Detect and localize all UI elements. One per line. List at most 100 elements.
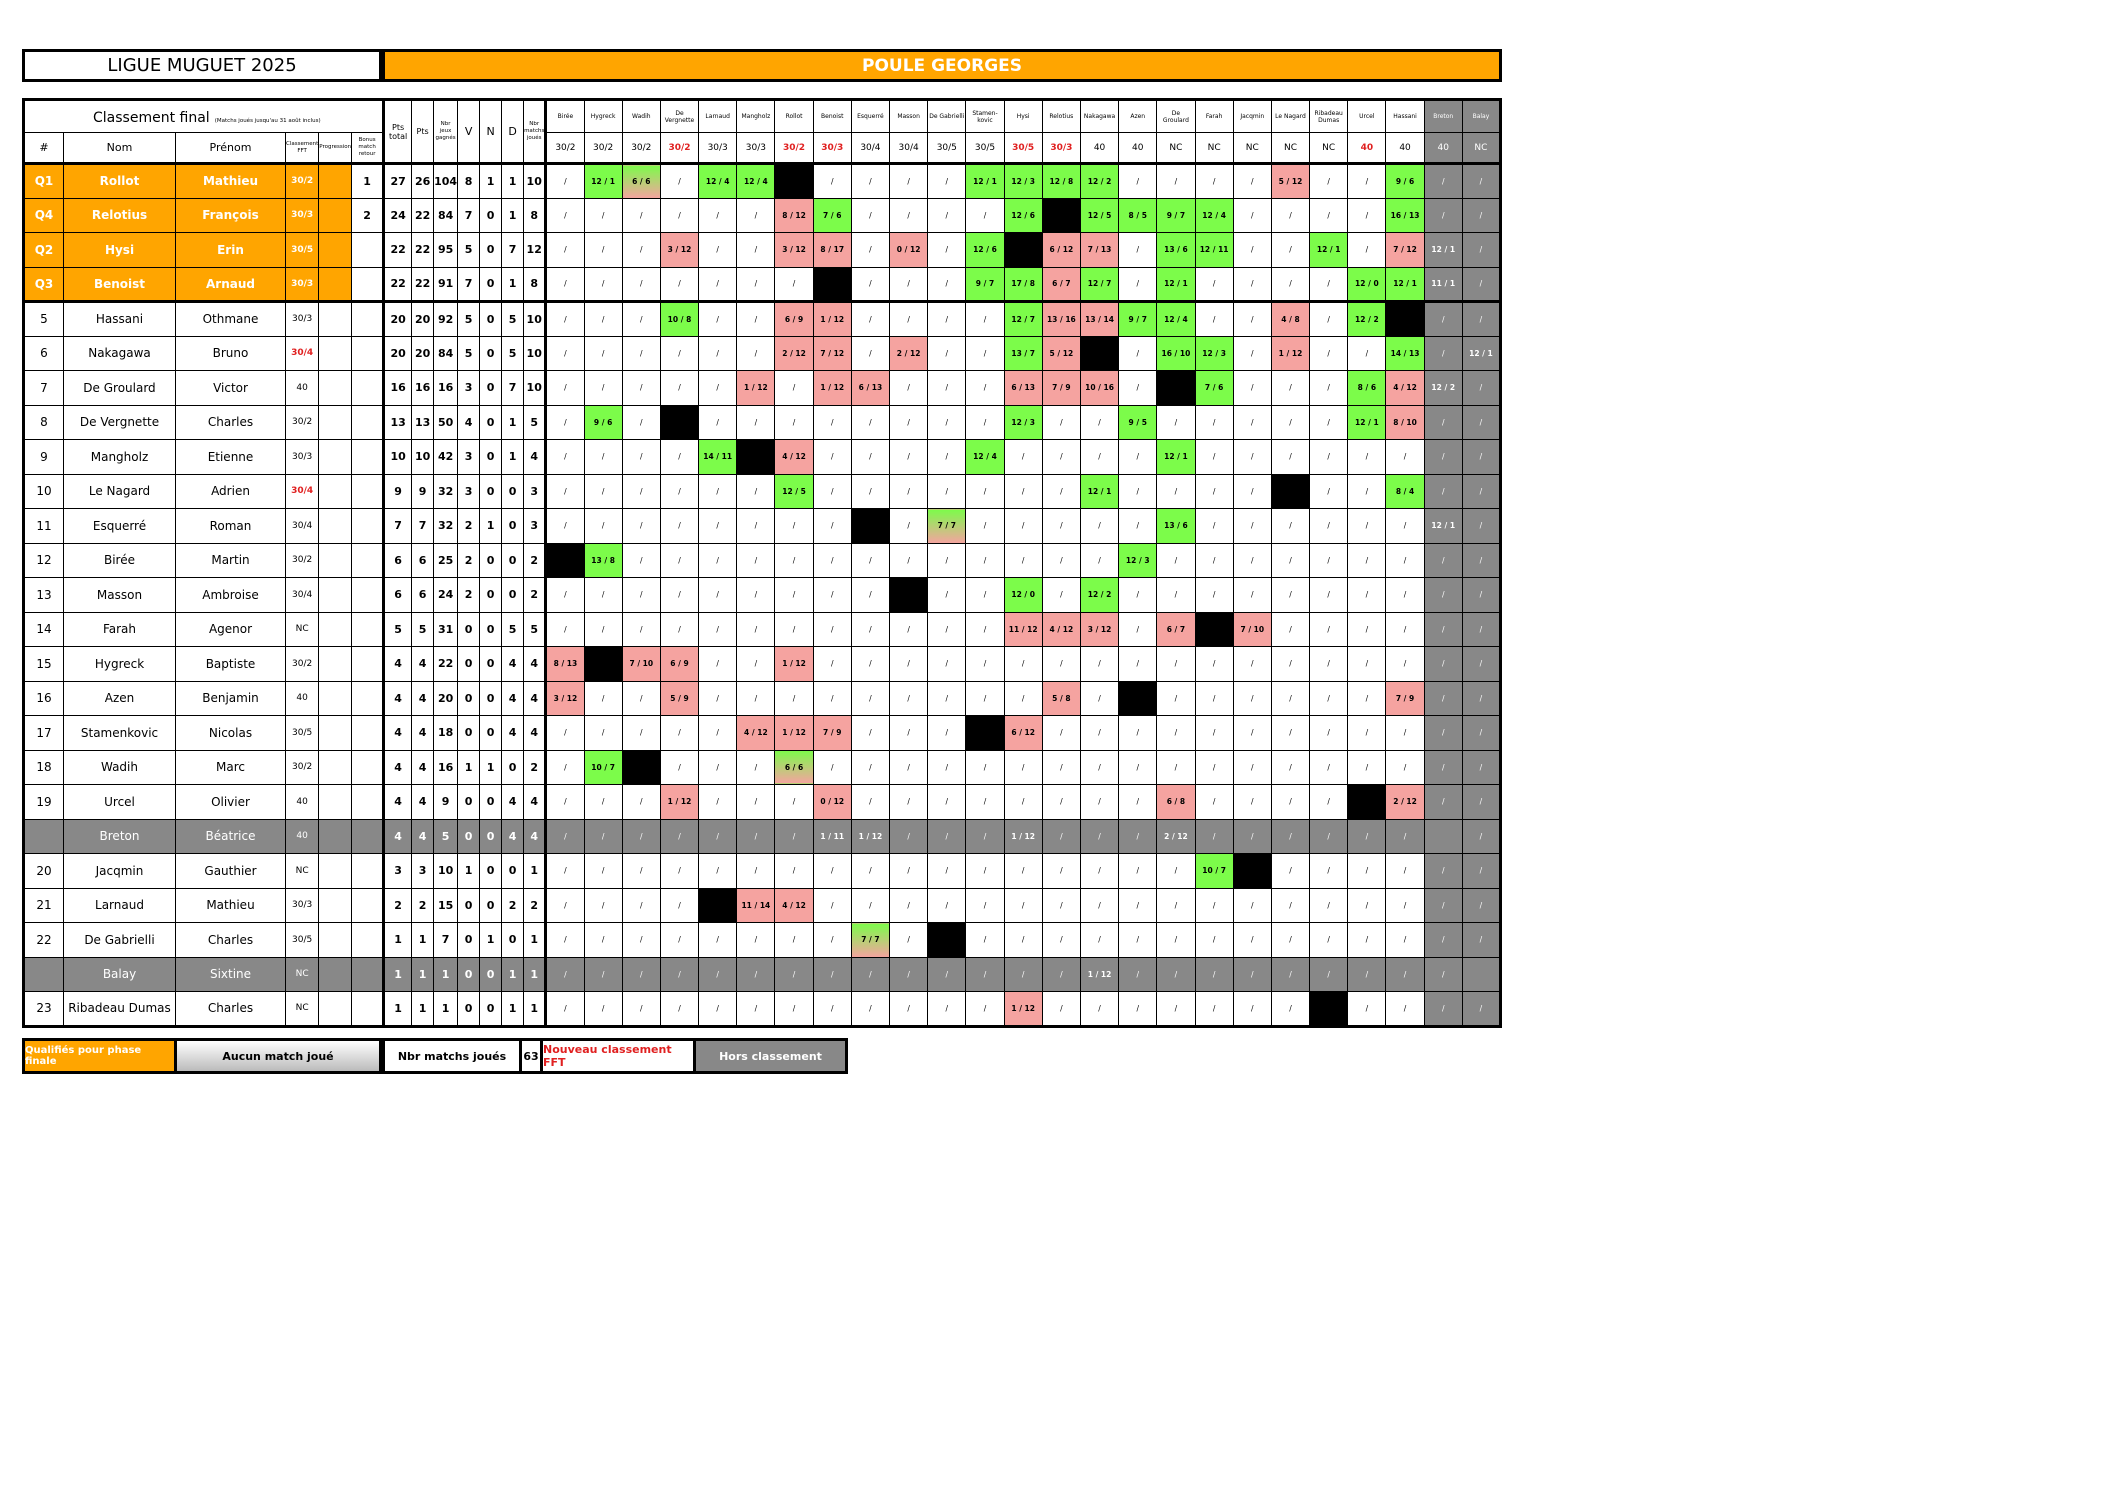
player-bonus: [351, 922, 385, 958]
player-bonus: [351, 611, 385, 647]
match-score: /: [1098, 521, 1101, 531]
match-score: /: [869, 555, 872, 565]
match-result-cell: 7 / 10: [621, 646, 661, 682]
standings-row: Breton Béatrice 40 4 4 5 0 0 4 4// / / / //1 / 11 1 / …: [23, 818, 1502, 854]
match-score: /: [1174, 555, 1178, 565]
match-score: /: [1479, 866, 1483, 876]
match-result-cell: /: [1461, 370, 1502, 406]
player-matchs: 4: [523, 439, 547, 475]
player-n: 0: [479, 404, 503, 440]
player-rank: [23, 818, 64, 854]
match-result-cell: /: [544, 818, 585, 854]
match-result-cell: /: [698, 853, 738, 889]
legend-matches-label: Nbr matchs joués: [397, 1049, 507, 1063]
match-result-cell: 1 / 12: [774, 646, 814, 682]
match-score: /: [1289, 624, 1292, 634]
match-score: /: [1060, 866, 1063, 876]
match-result-cell: /: [621, 853, 661, 889]
player-progression: [318, 818, 353, 854]
match-result-cell: /: [1232, 542, 1272, 578]
match-result-cell: /: [1079, 922, 1120, 958]
match-score: 16 / 10: [1161, 348, 1191, 358]
match-score: /: [869, 728, 872, 738]
legend-new-rank: Nouveau classement FFT: [540, 1038, 696, 1074]
match-score: 1 / 12: [1278, 348, 1303, 358]
match-result-cell: /: [698, 577, 738, 613]
match-result-cell: /: [544, 473, 585, 509]
match-score: 12 / 4: [1164, 314, 1188, 324]
match-result-cell: /: [698, 680, 738, 716]
player-last-name: Larnaud: [63, 887, 176, 923]
match-score: /: [1060, 762, 1063, 772]
match-result-cell: /: [889, 784, 929, 820]
player-pts-total: 10: [382, 439, 413, 475]
match-score: /: [1060, 797, 1063, 807]
player-last-name: De Gabrielli: [63, 922, 176, 958]
match-result-cell: 12 / 1: [1156, 266, 1196, 303]
match-result-cell: /: [1309, 473, 1349, 509]
match-score: /: [792, 383, 796, 393]
match-result-cell: /: [1232, 922, 1272, 958]
standings-row: 16 Azen Benjamin 40 4 4 20 0 0 4 4 3 / 12//5 / 9// /…: [23, 680, 1502, 716]
match-result-cell: /: [583, 197, 623, 233]
player-pts: 20: [411, 335, 435, 371]
player-pts: 3: [411, 853, 435, 889]
match-score: /: [830, 762, 834, 772]
match-result-cell: /: [659, 335, 700, 371]
opponent-name: Benoist: [812, 99, 852, 133]
match-score: /: [754, 969, 758, 979]
match-result-cell: /: [698, 370, 738, 406]
match-score: /: [1251, 900, 1254, 910]
player-progression: [318, 232, 353, 268]
match-result-cell: /: [774, 542, 814, 578]
match-result-cell: /: [1270, 197, 1311, 233]
player-n: 0: [479, 370, 503, 406]
match-result-cell: /: [659, 266, 700, 303]
match-result-cell: /: [965, 335, 1005, 371]
match-result-cell: /: [659, 853, 700, 889]
player-rank: 22: [23, 922, 64, 958]
match-result-cell: 1 / 12: [850, 818, 891, 854]
match-score: /: [601, 728, 605, 738]
match-score: /: [1479, 245, 1483, 255]
match-score: /: [945, 383, 949, 393]
match-result-cell: 10 / 8: [659, 301, 700, 337]
header-d: D: [501, 99, 525, 164]
player-last-name: Hysi: [63, 232, 176, 268]
opponent-rank: 30/5: [965, 132, 1005, 165]
player-v: 3: [457, 473, 481, 509]
match-score: /: [1327, 866, 1330, 876]
match-score: /: [1403, 624, 1407, 634]
player-n: 0: [479, 542, 503, 578]
match-result-cell: /: [812, 680, 852, 716]
match-result-cell: 13 / 16: [1041, 301, 1081, 337]
match-score: 1 / 12: [1011, 1003, 1035, 1013]
match-result-cell: /: [1003, 887, 1043, 923]
opponent-name: Balay: [1461, 99, 1502, 133]
player-jeux: 1: [433, 991, 459, 1027]
standings-row: 12 Birée Martin 30/2 6 6 25 2 0 0 2 13 / 8// / / / / / / /…: [23, 542, 1502, 578]
match-result-cell: /: [850, 577, 891, 613]
match-score: /: [830, 969, 834, 979]
match-result-cell: /: [1079, 646, 1120, 682]
opponent-name: Ribadeau Dumas: [1309, 99, 1349, 133]
match-result-cell: /: [889, 301, 929, 337]
player-last-name: Urcel: [63, 784, 176, 820]
player-pts-total: 5: [382, 611, 413, 647]
player-pts: 13: [411, 404, 435, 440]
match-result-cell: /: [1194, 922, 1234, 958]
match-result-cell: /: [774, 611, 814, 647]
player-d: 1: [501, 266, 525, 303]
match-result-cell: 1 / 12: [774, 715, 814, 751]
player-pts: 6: [411, 542, 435, 578]
match-score: /: [601, 521, 605, 531]
match-score: /: [564, 348, 567, 358]
player-fft-rank: 40: [284, 370, 320, 406]
match-result-cell: /: [621, 715, 661, 751]
match-result-cell: /: [927, 404, 967, 440]
match-result-cell: /: [889, 749, 929, 785]
league-title: LIGUE MUGUET 2025: [22, 49, 382, 82]
player-d: 0: [501, 508, 525, 544]
player-last-name: Benoist: [63, 266, 176, 303]
match-score: 9 / 7: [1128, 314, 1147, 324]
